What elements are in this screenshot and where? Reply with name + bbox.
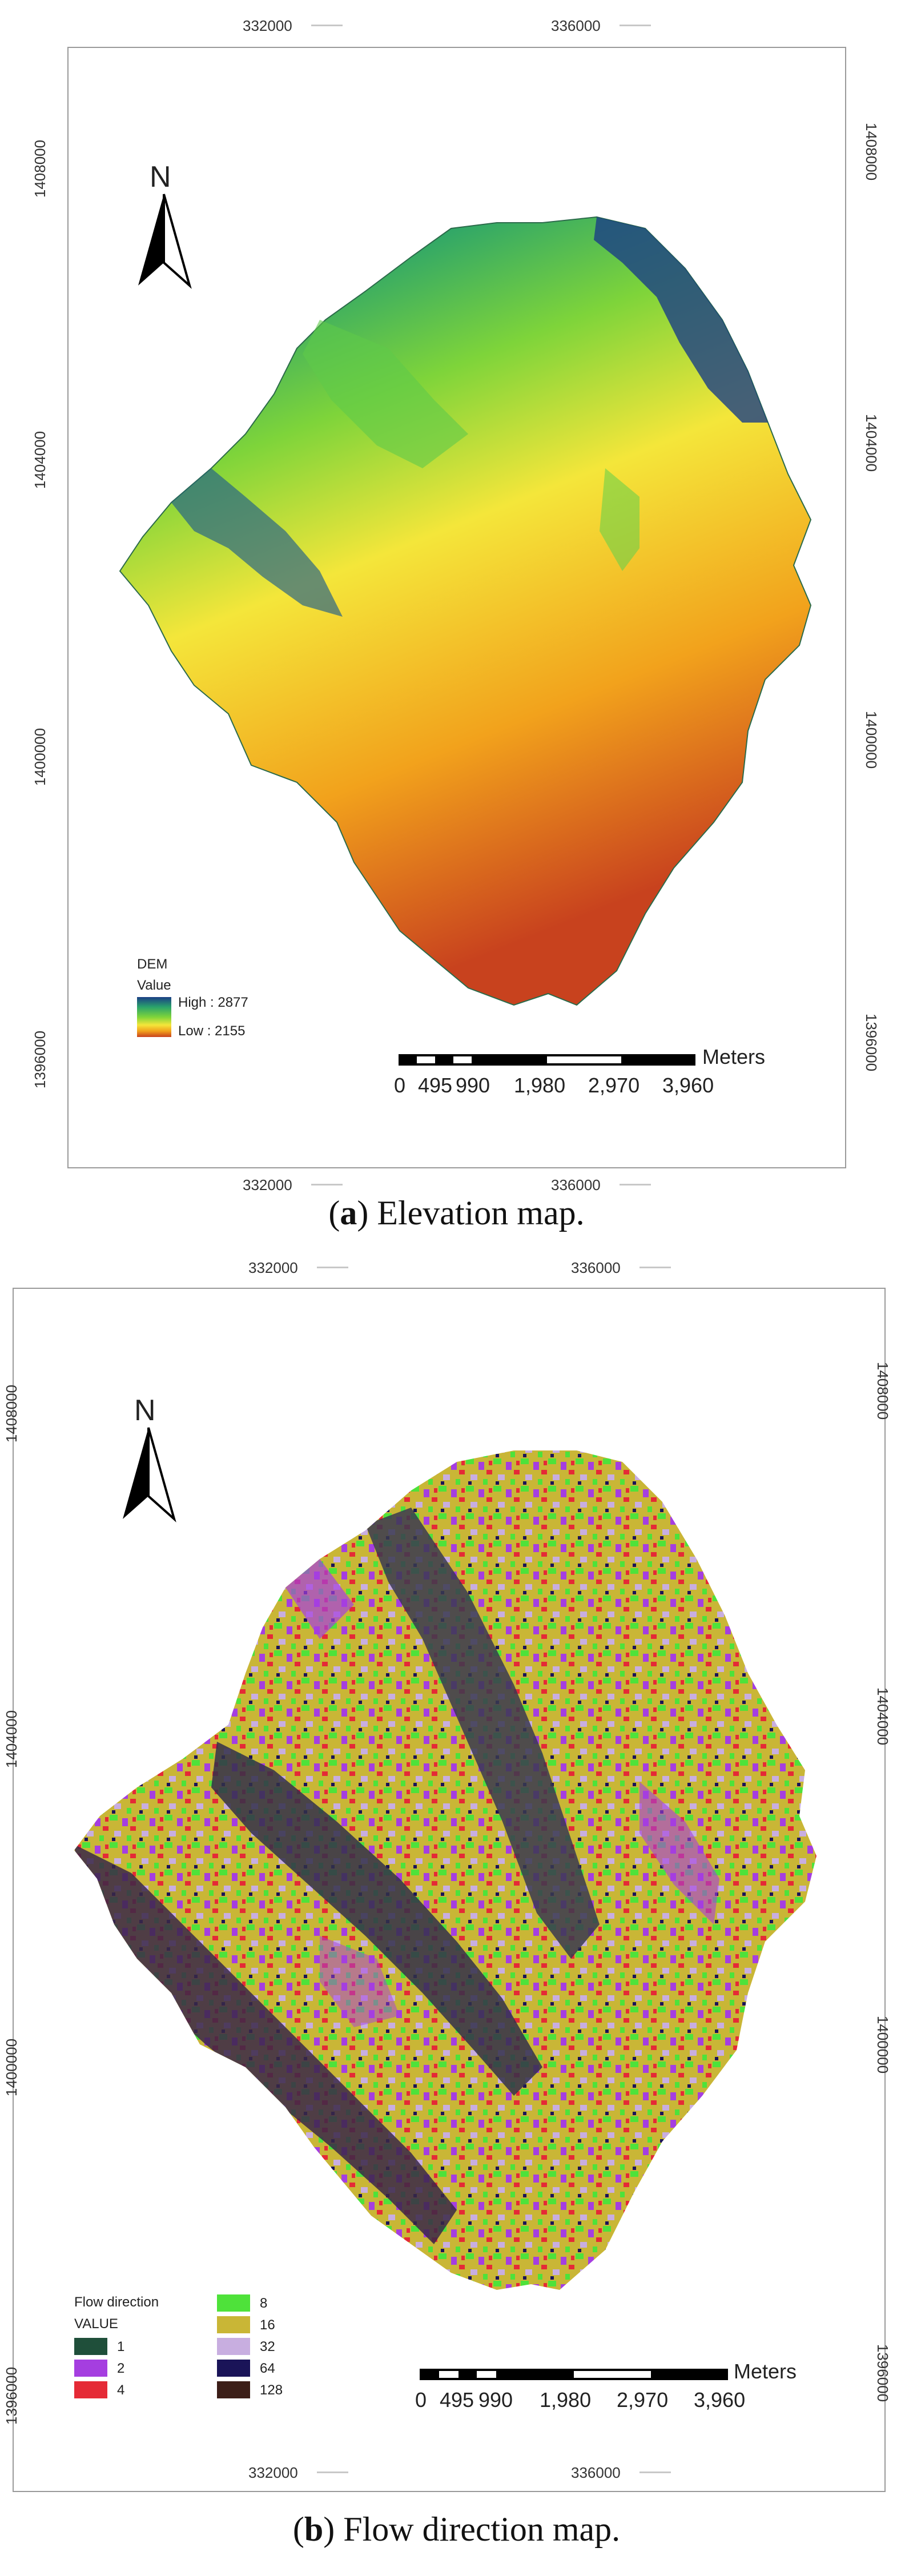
legend-low-label: Low : 2155 [178, 1023, 246, 1039]
tick-mark [317, 2471, 348, 2473]
legend-title: DEM [137, 957, 168, 972]
legend-swatch-16 [217, 2316, 250, 2333]
scale-label-495: 495 [440, 2388, 474, 2412]
x-tick-bottom-1: 332000 [248, 2464, 298, 2481]
legend-label-64: 64 [260, 2361, 275, 2376]
north-arrow-icon [138, 194, 192, 290]
scale-label-2970: 2,970 [617, 2388, 669, 2412]
scale-label-3960: 3,960 [694, 2388, 746, 2412]
caption-elevation: (a) Elevation map. [328, 1194, 585, 1232]
legend-label-16: 16 [260, 2317, 275, 2333]
tick-mark [311, 25, 343, 26]
x-tick-top-2: 336000 [571, 1259, 621, 1276]
legend-label-1: 1 [117, 2339, 125, 2354]
legend-label-8: 8 [260, 2296, 268, 2311]
legend-label-2: 2 [117, 2361, 125, 2376]
legend-swatch-2 [74, 2360, 107, 2377]
legend-label-4: 4 [117, 2382, 125, 2398]
flow-direction-watershed-raster [74, 1450, 817, 2290]
elevation-watershed-raster [119, 216, 812, 1006]
legend-subtitle: Value [137, 978, 171, 993]
x-tick-top-1: 332000 [248, 1259, 298, 1276]
legend-high-label: High : 2877 [178, 995, 248, 1010]
caption-text: Flow direction map. [343, 2510, 621, 2548]
caption-letter: a [340, 1194, 357, 1232]
tick-mark [620, 25, 651, 26]
scale-label-0: 0 [394, 1074, 406, 1097]
x-tick-top-1: 332000 [243, 17, 292, 34]
x-tick-bottom-2: 336000 [571, 2464, 621, 2481]
tick-mark [639, 2471, 671, 2473]
scale-label-3960: 3,960 [662, 1074, 714, 1097]
scale-label-495: 495 [418, 1074, 453, 1097]
legend-label-32: 32 [260, 2339, 275, 2354]
scale-unit: Meters [734, 2360, 797, 2383]
caption-flow-direction: (b) Flow direction map. [292, 2510, 621, 2548]
legend-gradient-swatch [137, 997, 171, 1037]
scale-label-0: 0 [415, 2388, 427, 2412]
scale-label-1980: 1,980 [540, 2388, 592, 2412]
scale-label-990: 990 [456, 1074, 490, 1097]
legend-label-128: 128 [260, 2382, 283, 2398]
tick-mark [311, 1184, 343, 1185]
scale-label-1980: 1,980 [514, 1074, 566, 1097]
tick-mark [620, 1184, 651, 1185]
legend-swatch-8 [217, 2294, 250, 2312]
scale-bar [399, 1054, 695, 1066]
scale-label-2970: 2,970 [588, 1074, 640, 1097]
north-label: N [150, 160, 171, 194]
tick-mark [317, 1267, 348, 1268]
legend-subtitle: VALUE [74, 2316, 118, 2332]
x-tick-bottom-1: 332000 [243, 1176, 292, 1193]
panel-flow-direction-map: 332000 336000 332000 336000 1408000 1404… [0, 1239, 913, 2576]
scale-label-990: 990 [478, 2388, 513, 2412]
legend-swatch-128 [217, 2381, 250, 2398]
x-tick-bottom-2: 336000 [551, 1176, 601, 1193]
legend-title: Flow direction [74, 2294, 159, 2310]
legend-swatch-32 [217, 2338, 250, 2355]
x-tick-top-2: 336000 [551, 17, 601, 34]
north-label: N [134, 1394, 156, 1427]
caption-letter: b [304, 2510, 324, 2548]
caption-text: Elevation map. [377, 1194, 585, 1232]
legend-swatch-64 [217, 2360, 250, 2377]
legend-swatch-4 [74, 2381, 107, 2398]
scale-unit: Meters [702, 1045, 766, 1068]
scale-bar [420, 2369, 728, 2380]
panel-elevation-map: 332000 336000 332000 336000 1408000 1404… [0, 0, 913, 1285]
legend-swatch-1 [74, 2338, 107, 2355]
tick-mark [639, 1267, 671, 1268]
north-arrow-icon [123, 1427, 176, 1523]
